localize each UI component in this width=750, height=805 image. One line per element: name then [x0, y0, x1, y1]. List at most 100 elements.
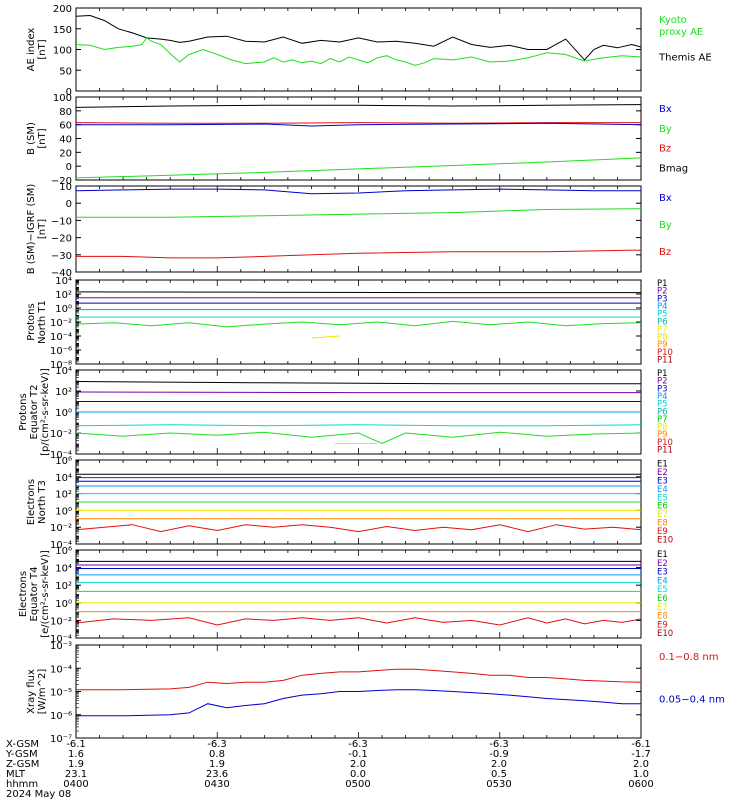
- legend-entry: E7: [657, 510, 668, 520]
- footer-date: 2024 May 08: [6, 789, 71, 800]
- y-tick-label: 0: [66, 87, 72, 98]
- legend-entry: E10: [657, 535, 673, 545]
- y-tick-label: 10⁻⁴: [50, 332, 72, 343]
- y-axis-label: Protons: [18, 393, 29, 430]
- y-tick-label: 10⁶: [55, 456, 72, 467]
- legend-entry: proxy AE: [659, 27, 703, 38]
- y-axis-label: B (SM)−IGRF (SM): [26, 184, 37, 275]
- y-tick-label: −30: [51, 251, 72, 262]
- series-line-0-05-0-4-nm: [76, 689, 641, 717]
- y-axis-label: Electrons: [26, 479, 37, 525]
- footer-value: -6.3: [489, 739, 509, 750]
- y-tick-label: 10⁴: [55, 366, 72, 377]
- legend-entry: P5: [657, 400, 668, 410]
- y-tick-label: 10²: [55, 490, 72, 501]
- series-line-themis-ae: [75, 14, 642, 61]
- footer-value: 2.0: [491, 759, 507, 770]
- legend-entry: Bmag: [659, 163, 688, 174]
- footer-value: 0.5: [491, 769, 507, 780]
- y-tick-label: 10⁻⁵: [50, 688, 72, 699]
- footer-row-label: Y-GSM: [5, 749, 38, 760]
- series-line-p2: [75, 391, 641, 394]
- y-tick-label: 10⁻²: [50, 523, 72, 534]
- legend-entry: P8: [657, 423, 668, 433]
- y-tick-label: −10: [51, 216, 72, 227]
- y-tick-label: 0: [66, 199, 72, 210]
- legend-entry: E4: [657, 485, 668, 495]
- y-tick-label: 10⁻²: [50, 429, 72, 440]
- footer-row-label: X-GSM: [6, 739, 39, 750]
- legend-entry: P2: [657, 287, 668, 297]
- footer-value: 23.6: [206, 769, 228, 780]
- series-line-kyoto-proxy-ae: [75, 37, 642, 66]
- footer-value: 2.0: [633, 759, 649, 770]
- series-line-p6: [75, 320, 642, 328]
- y-tick-label: 60: [59, 121, 72, 132]
- footer-value: 0.8: [209, 749, 225, 760]
- footer-value: -1.7: [631, 749, 651, 760]
- legend-entry: Bx: [659, 104, 672, 115]
- panel-3: −40 −30 −20 −10 0 10 B (SM)−IGRF (SM) [nT] Bx By B…: [26, 182, 672, 279]
- legend-entry: E3: [657, 568, 668, 578]
- y-tick-label: 10⁻²: [50, 318, 72, 329]
- legend-entry: P3: [657, 294, 668, 304]
- y-axis-label: North T3: [37, 480, 48, 524]
- series-line-by: [76, 208, 642, 218]
- legend-entry: E6: [657, 502, 668, 512]
- series-line-0-1-0-8-nm: [76, 668, 642, 691]
- y-tick-label: 10²: [55, 290, 72, 301]
- legend-entry: E9: [657, 527, 668, 537]
- footer-row-label: Z-GSM: [6, 759, 39, 770]
- y-tick-label: 10⁻⁸: [50, 360, 72, 371]
- footer-value: -6.1: [631, 739, 651, 750]
- legend-entry: P6: [657, 317, 668, 327]
- legend-entry: P11: [657, 445, 673, 455]
- y-tick-label: 10⁻⁶: [50, 346, 72, 357]
- panel-frame: [75, 7, 642, 92]
- legend-entry: P9: [657, 340, 668, 350]
- panel-8: 10⁻⁷ 10⁻⁶ 10⁻⁵ 10⁻⁴ 10⁻³ Xray flux [W/m^2] 0.1−…: [26, 641, 725, 745]
- legend-entry: Bz: [659, 247, 671, 258]
- y-tick-label: 10⁻²: [50, 616, 72, 627]
- legend-entry: Bz: [659, 144, 671, 155]
- legend-entry: P7: [657, 415, 668, 425]
- y-axis-label: North T1: [37, 300, 48, 344]
- legend-entry: P5: [657, 310, 668, 320]
- y-tick-label: 10²: [55, 581, 72, 592]
- y-axis-label: [nT]: [37, 39, 48, 59]
- y-axis-label: [p/(cm²-s-sr-keV)]: [40, 368, 51, 456]
- legend-entry: E9: [657, 620, 668, 630]
- footer-value: -6.3: [207, 739, 227, 750]
- series-line-e9: [75, 524, 642, 533]
- y-tick-label: 10⁰: [55, 304, 72, 315]
- y-tick-label: 200: [53, 4, 72, 15]
- y-tick-label: 10: [59, 182, 72, 193]
- footer-value: 0500: [345, 779, 370, 790]
- panel-2: −20 0 20 40 60 80 100 B (SM) [nT] Bx By Bz Bmag: [26, 93, 688, 187]
- series-line-p5: [75, 424, 642, 427]
- y-axis-label: [nT]: [37, 219, 48, 239]
- footer-value: 2.0: [350, 759, 366, 770]
- legend-entry: E4: [657, 576, 668, 586]
- y-tick-label: 10⁻⁴: [50, 450, 72, 461]
- footer-value: 0600: [628, 779, 653, 790]
- y-tick-label: −20: [51, 176, 72, 187]
- legend-entry: E6: [657, 594, 668, 604]
- legend-entry: P4: [657, 302, 668, 312]
- y-axis-label: [W/m^2]: [37, 669, 48, 715]
- y-axis-label: Xray flux: [26, 669, 37, 714]
- footer-value: 0430: [204, 779, 229, 790]
- y-tick-label: −20: [51, 234, 72, 245]
- footer-value: 1.6: [68, 749, 84, 760]
- y-tick-label: 10⁻³: [50, 641, 72, 652]
- y-axis-label: Protons: [26, 303, 37, 340]
- footer-value: 0.0: [350, 769, 366, 780]
- y-axis-label: Electrons: [18, 571, 29, 617]
- y-tick-label: 10⁰: [55, 408, 72, 419]
- legend-entry: P4: [657, 392, 668, 402]
- legend-entry: 0.1−0.8 nm: [659, 652, 718, 663]
- legend-entry: P10: [657, 348, 673, 358]
- y-tick-label: 10⁶: [55, 546, 72, 557]
